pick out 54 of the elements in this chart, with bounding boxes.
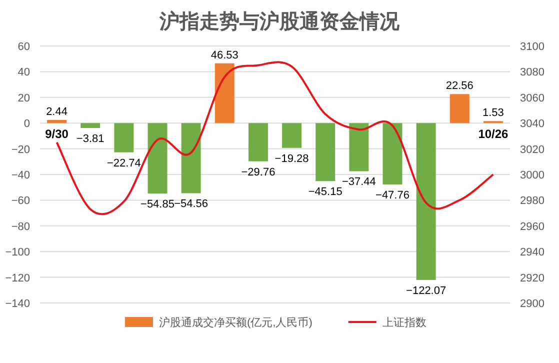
- data-label: −3.81: [76, 132, 104, 145]
- y-tick-label: −60: [11, 195, 30, 208]
- y-tick-label: −80: [11, 220, 30, 233]
- legend-label: 上证指数: [382, 316, 426, 329]
- x-tick-label: 10/26: [478, 127, 509, 142]
- data-label: −45.15: [308, 186, 342, 198]
- y-tick-label: 20: [18, 92, 30, 104]
- y2-tick-label: 2980: [520, 195, 544, 208]
- legend-label: 沪股通成交净买额(亿元,人民币): [159, 316, 312, 329]
- bar: [181, 123, 201, 194]
- y-tick-label: −140: [5, 298, 30, 310]
- y2-tick-label: 3000: [520, 170, 544, 182]
- y-tick-label: −120: [5, 272, 30, 284]
- y-tick-label: 0: [24, 118, 30, 130]
- y-tick-label: −20: [11, 144, 30, 156]
- y-tick-label: −40: [11, 170, 30, 182]
- y2-tick-label: 3020: [520, 144, 544, 156]
- data-label: −37.44: [342, 176, 376, 188]
- y-tick-label: −100: [5, 246, 30, 259]
- chart-title: 沪指走势与沪股通资金情况: [158, 10, 400, 33]
- y2-tick-label: 3100: [520, 41, 544, 53]
- data-label: 1.53: [482, 107, 504, 120]
- data-label: −54.56: [174, 198, 208, 210]
- y2-tick-label: 2940: [520, 246, 544, 259]
- bar: [382, 123, 402, 184]
- y2-tick-label: 2920: [520, 272, 544, 284]
- data-label: −54.85: [140, 198, 174, 211]
- bar: [248, 123, 268, 162]
- bar: [282, 123, 302, 148]
- data-label: −122.07: [406, 284, 446, 297]
- y-tick-label: 60: [18, 41, 30, 53]
- bar: [80, 123, 100, 128]
- bar: [450, 94, 470, 124]
- y2-tick-label: 2900: [520, 298, 544, 310]
- y2-tick-label: 3080: [520, 66, 544, 79]
- bar: [316, 123, 336, 182]
- bar: [47, 120, 67, 124]
- bar: [416, 123, 436, 280]
- data-label: −19.28: [274, 152, 309, 165]
- data-label: −22.74: [106, 157, 141, 170]
- bar: [148, 123, 168, 194]
- y-tick-label: 40: [18, 66, 30, 79]
- x-tick-label: 9/30: [45, 127, 69, 142]
- bar: [349, 123, 369, 172]
- data-label: 2.44: [46, 106, 68, 118]
- y2-tick-label: 3040: [520, 118, 544, 130]
- data-label: −29.76: [241, 166, 276, 178]
- bar: [214, 63, 234, 124]
- data-label: 22.56: [446, 80, 474, 92]
- data-label: −47.76: [376, 189, 410, 202]
- y2-tick-label: 3060: [520, 92, 544, 104]
- y2-tick-label: 2960: [520, 220, 544, 233]
- data-label: 46.53: [210, 49, 238, 62]
- bar: [114, 123, 134, 152]
